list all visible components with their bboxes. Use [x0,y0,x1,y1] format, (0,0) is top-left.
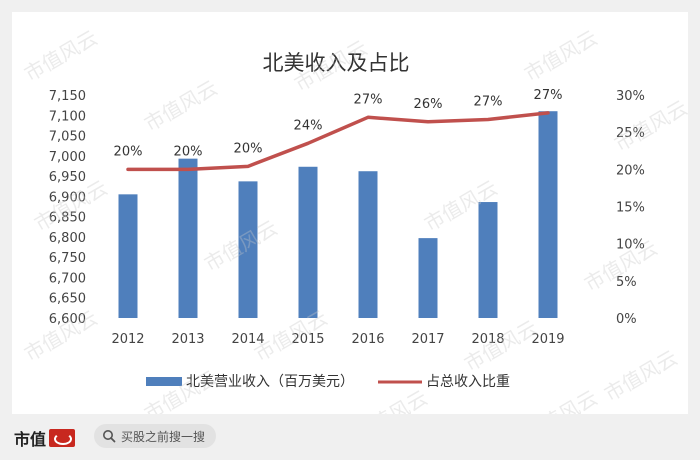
left-tick-label: 6,850 [49,211,86,226]
footer-bar: 市值 买股之前搜一搜 [0,414,700,460]
bar-2016 [358,171,378,318]
right-tick-label: 30% [616,89,645,104]
legend-line-label: 占总收入比重 [426,374,510,390]
right-tick-label: 25% [616,126,645,141]
left-tick-label: 6,600 [49,312,86,327]
left-tick-label: 6,650 [49,292,86,307]
right-tick-label: 5% [616,275,637,290]
data-label-2012: 20% [114,144,143,159]
chart-title: 北美收入及占比 [263,51,410,75]
x-tick-label: 2019 [531,332,564,347]
x-axis: 2012 2013 2014 2015 2016 2017 2018 2019 [111,332,564,347]
x-tick-label: 2016 [351,332,384,347]
brand-text: 市值 [14,430,47,449]
bar-2013 [178,158,198,318]
search-icon [103,430,116,443]
left-tick-label: 7,150 [49,89,86,104]
x-tick-label: 2017 [411,332,444,347]
bar-2017 [418,238,438,318]
x-tick-label: 2018 [471,332,504,347]
left-tick-label: 7,100 [49,109,86,124]
left-tick-label: 6,700 [49,271,86,286]
chart: 北美收入及占比 20% 20% 20%24%27% 26% 27% 27% 6,6006,… [49,51,645,390]
right-tick-label: 15% [616,201,645,216]
right-tick-label: 10% [616,238,645,253]
data-label-2013: 20% [174,144,203,159]
data-label-2016: 27% [354,92,383,107]
legend-bar-swatch [146,377,182,386]
line-series: 20% 20% 20% 24% 27% 26% 27% 27% [114,88,563,172]
brand-mark-icon [49,429,76,447]
x-tick-label: 2012 [111,332,144,347]
search-input[interactable]: 买股之前搜一搜 [94,424,216,448]
x-tick-label: 2014 [231,332,264,347]
x-tick-label: 2013 [171,332,204,347]
left-tick-label: 7,000 [49,150,86,165]
right-axis: 0% 5% 10% 15% 20% 25% 30% [616,89,645,327]
bar-2019 [538,111,558,318]
share-line [126,111,550,172]
left-tick-label: 7,050 [49,130,86,145]
data-label-2018: 27% [474,95,503,110]
left-tick-label: 6,900 [49,190,86,205]
bar-2015 [298,166,318,318]
bar-2012 [118,194,138,318]
right-tick-label: 20% [616,163,645,178]
bar-series [118,111,558,318]
legend-bar-label: 北美营业收入（百万美元） [186,374,354,390]
data-label-2014: 20% [234,141,263,156]
left-tick-label: 6,800 [49,231,86,246]
search-placeholder: 买股之前搜一搜 [121,429,206,444]
left-axis: 6,600 6,650 6,700 6,750 6,800 6,850 6,900 6,950… [49,89,86,327]
data-label-2017: 26% [414,97,443,112]
bar-2018 [478,202,498,318]
left-tick-label: 6,750 [49,251,86,266]
right-tick-label: 0% [616,312,637,327]
left-tick-label: 6,950 [49,170,86,185]
legend: 北美营业收入（百万美元） 占总收入比重 [146,374,510,390]
chart-card: 北美收入及占比 20% 20% 20% 24% 27% 26% 27% 27% 6,600 6,… [12,12,688,414]
bar-2014 [238,181,258,318]
data-label-2019: 27% [534,88,563,103]
brand-logo[interactable]: 市值 [14,426,76,450]
data-label-2015: 24% [294,118,323,133]
x-tick-label: 2015 [291,332,324,347]
